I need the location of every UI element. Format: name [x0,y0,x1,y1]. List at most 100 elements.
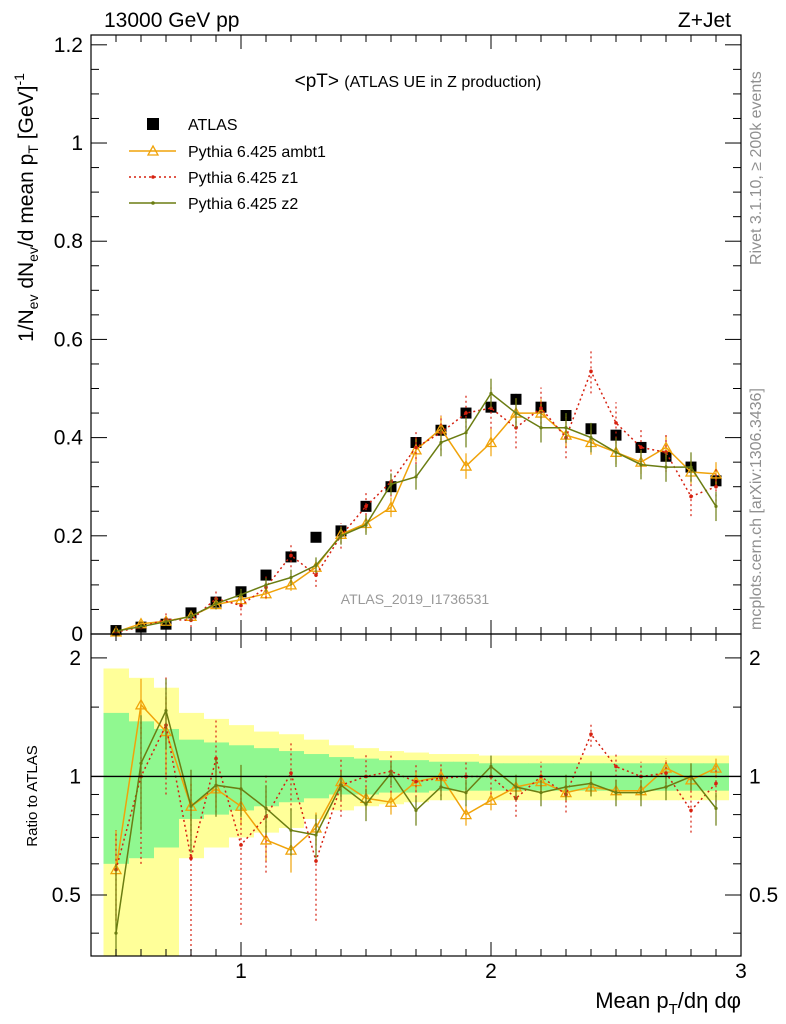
atlas-data-point [310,531,322,543]
main-z1-marker [364,504,368,509]
main-z2-marker [164,620,168,624]
main-z1-marker [464,411,468,415]
legend-z1-marker [151,175,155,179]
main-z1-marker [639,445,643,450]
ratio-z2-marker [239,787,243,791]
ratio-z1-marker [589,732,593,737]
ratio-ambt1-marker [384,795,398,807]
main-z2-marker [389,482,393,486]
ratio-y-tick-label: 2 [69,647,81,670]
main-z2-marker [514,411,518,415]
x-tick-label: 1 [235,960,247,983]
main-z2-marker [214,601,218,606]
main-z2-marker [689,465,693,469]
ratio-z2-marker [214,783,218,787]
main-z1-marker [689,494,693,499]
y-tick-label: 1.2 [54,34,83,57]
ratio-ambt1-marker [259,833,273,845]
main-z1-marker [414,445,418,450]
legend-label: Pythia 6.425 z2 [188,196,298,213]
y-tick-label: 0 [71,623,83,646]
ratio-z1-marker [314,859,318,863]
ratio-z2-marker [464,790,468,795]
main-z1-marker [714,484,718,489]
analysis-watermark: ATLAS_2019_I1736531 [341,591,490,607]
ratio-z1-marker [289,771,293,775]
main-z1-marker [614,421,618,425]
main-ambt1-marker [284,578,298,590]
main-z1-marker [314,573,318,577]
y-tick-label: 0.2 [54,525,83,548]
main-z1-marker [539,406,543,410]
main-z1-marker [489,406,493,410]
main-ambt1-marker [459,459,473,471]
main-ambt1-marker [709,467,723,479]
ratio-z2-marker [664,785,668,789]
ratio-y-tick-label-right: 0.5 [749,884,778,907]
header-beam-label: 13000 GeV pp [104,9,239,32]
main-z2-marker [289,575,293,580]
header-process-label: Z+Jet [678,9,731,32]
ratio-z2-marker [114,931,118,935]
legend-label: Pythia 6.425 ambt1 [188,144,326,161]
main-title-main: <pT> [295,71,339,92]
atlas-data-point [610,429,622,441]
main-ambt1-marker [484,436,498,448]
main-z1-marker [589,369,593,374]
ratio-y-axis-title: Ratio to ATLAS [24,745,41,846]
ratio-z2-marker [489,764,493,769]
ratio-z2-marker [639,790,643,795]
ratio-z1-marker [239,843,243,847]
y-tick-label: 0.4 [54,427,84,450]
legend-z2-marker [151,201,155,205]
main-z2-marker [239,593,243,597]
ratio-z2-marker [589,781,593,786]
main-z2-marker [539,426,543,430]
main-z2-marker [264,583,268,587]
ratio-z1-marker [664,771,668,775]
main-z2-marker [314,563,318,567]
ratio-z2-marker [439,785,443,789]
main-z2-marker [364,523,368,527]
main-title: <pT> (ATLAS UE in Z production) [295,71,542,92]
ratio-z1-marker [689,808,693,813]
main-z2-marker [714,504,718,508]
ratio-y-tick-label-right: 1 [749,765,761,788]
main-z2-marker [614,450,618,454]
ratio-z1-marker [414,779,418,784]
main-z2-marker [464,431,468,435]
main-z2-marker [639,463,643,467]
x-tick-label: 3 [735,960,747,983]
main-z2-marker [139,625,143,629]
legend-ambt1-marker [146,144,160,156]
mcplots-label: mcplots.cern.ch [arXiv:1306.3436] [748,388,765,630]
ratio-z2-marker [339,783,343,787]
ratio-z2-marker [139,761,143,765]
legend-label: Pythia 6.425 z1 [188,170,298,187]
ratio-ambt1-marker [484,793,498,805]
ratio-z2-marker [539,790,543,795]
y-tick-label: 0.6 [54,328,83,351]
ratio-z1-marker [614,764,618,769]
ratio-z2-marker [314,833,318,837]
main-z2-marker [439,440,443,445]
rivet-version-label: Rivet 3.1.10, ≥ 200k events [748,71,765,265]
ratio-y-tick-label: 1 [69,765,81,788]
y-tick-label: 0.8 [54,230,83,253]
main-z2-marker [414,475,418,479]
main-z2-marker [564,426,568,430]
main-z2-marker [664,465,668,469]
ratio-z1-marker [714,781,718,786]
ratio-ambt1-marker [459,808,473,820]
ratio-z2-marker [164,708,168,713]
legend-label: ATLAS [188,117,238,134]
ratio-y-tick-label-right: 2 [749,647,761,670]
main-z2-marker [489,391,493,396]
ratio-z1-marker [189,856,193,861]
main-y-axis-title: 1/Nev dNev/d mean pT [GeV]-1 [11,73,41,342]
ratio-z2-marker [289,828,293,832]
ratio-z2-marker [564,785,568,789]
y-tick-label: 1 [71,132,83,155]
main-z2-marker [189,614,193,618]
